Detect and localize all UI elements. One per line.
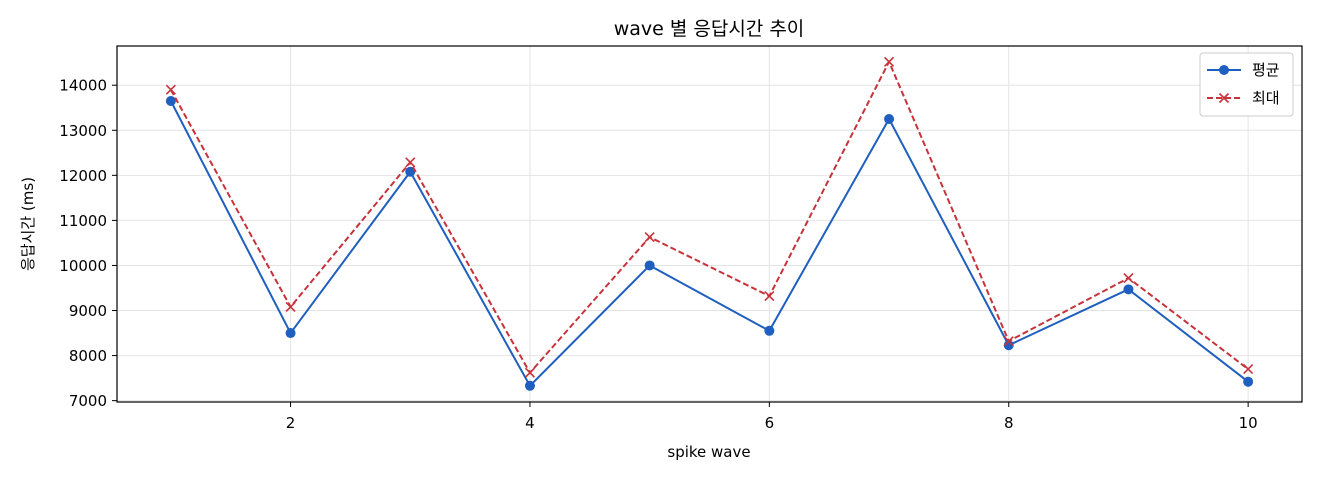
x-tick-label: 4 xyxy=(525,414,535,432)
series-group xyxy=(165,56,1254,391)
data-point xyxy=(165,95,176,106)
data-point xyxy=(1123,273,1134,284)
data-point xyxy=(1243,364,1254,375)
legend-marker-series-1 xyxy=(1218,92,1230,104)
data-point xyxy=(285,301,296,312)
data-point xyxy=(764,291,775,302)
data-point xyxy=(883,56,895,67)
data-point xyxy=(165,84,176,95)
x-tick-label: 8 xyxy=(1004,414,1014,432)
data-point xyxy=(405,166,416,177)
x-tick-label: 6 xyxy=(765,414,775,432)
x-axis-label: spike wave xyxy=(667,443,750,461)
x-tick-label: 2 xyxy=(286,414,296,432)
series-line-1 xyxy=(169,60,1249,374)
data-point xyxy=(524,367,536,378)
plot-frame xyxy=(116,45,1303,403)
chart-title: wave 별 응답시간 추이 xyxy=(614,18,805,40)
series-1 xyxy=(165,56,1254,378)
data-point xyxy=(644,232,655,243)
legend: 평균 최대 xyxy=(1199,52,1294,117)
y-tick-label: 7000 xyxy=(69,392,107,410)
legend-label-series-0: 평균 xyxy=(1252,61,1280,79)
data-point xyxy=(1243,376,1254,387)
y-tick-label: 10000 xyxy=(59,257,107,275)
y-tick-label: 12000 xyxy=(59,167,107,185)
series-0 xyxy=(165,95,1254,391)
grid-lines xyxy=(117,46,1302,402)
y-tick-label: 9000 xyxy=(69,302,107,320)
data-point xyxy=(644,260,655,271)
y-axis-label: 응답시간 (ms) xyxy=(19,177,37,271)
y-tick-label: 11000 xyxy=(59,212,107,230)
axis-ticks: 7000 8000 9000 10000 11000 12000 13000 14000 2 4 6… xyxy=(59,77,1257,432)
data-point xyxy=(1003,336,1014,347)
y-tick-label: 13000 xyxy=(59,122,107,140)
legend-marker-series-0 xyxy=(1219,65,1229,75)
data-point xyxy=(285,328,296,339)
data-point xyxy=(524,380,535,391)
legend-label-series-1: 최대 xyxy=(1252,89,1280,107)
data-point xyxy=(884,114,895,125)
data-point xyxy=(405,157,416,168)
data-point xyxy=(764,325,775,336)
series-line-0 xyxy=(169,100,1249,387)
y-tick-label: 14000 xyxy=(59,77,107,95)
data-point xyxy=(1123,284,1134,295)
x-tick-label: 10 xyxy=(1239,414,1258,432)
y-tick-label: 8000 xyxy=(69,347,107,365)
